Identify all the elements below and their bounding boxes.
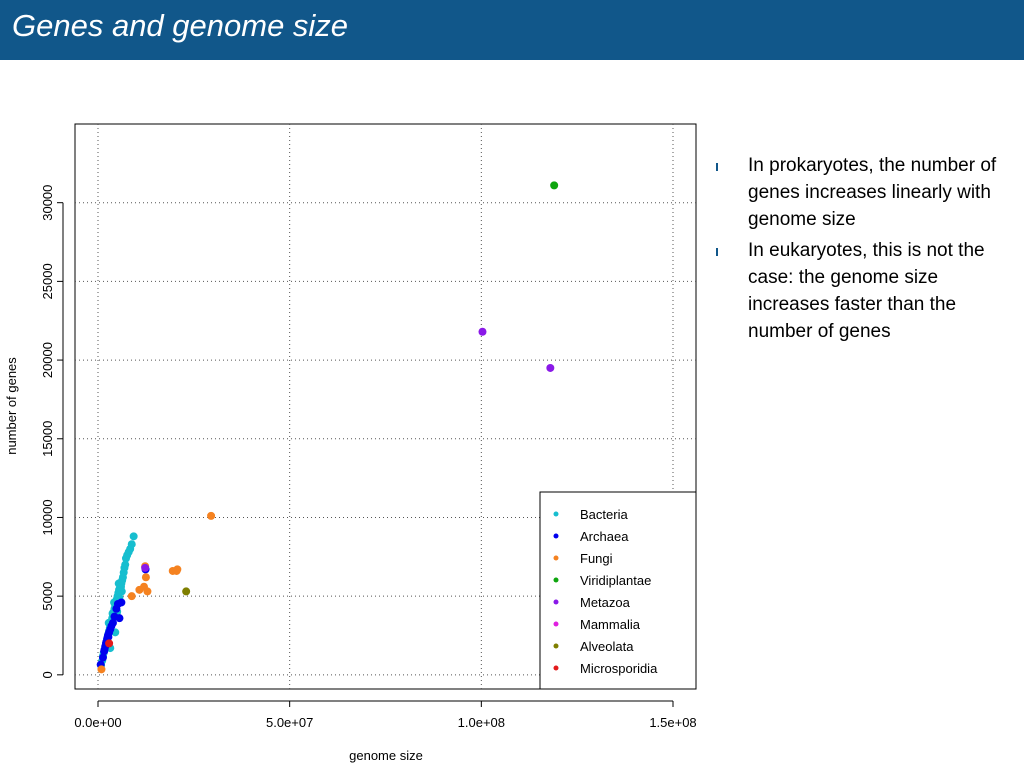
data-point <box>172 566 181 575</box>
legend-marker <box>553 643 559 649</box>
x-axis-label: genome size <box>349 748 423 763</box>
y-axis-label: number of genes <box>4 357 19 455</box>
data-point <box>100 645 109 654</box>
data-point <box>141 573 150 582</box>
legend-entry: Viridiplantae <box>580 573 651 588</box>
x-tick-label: 5.0e+07 <box>266 715 313 730</box>
data-point <box>98 653 107 662</box>
legend-marker <box>553 511 559 517</box>
y-tick-label: 20000 <box>40 342 55 378</box>
x-tick-label: 0.0e+00 <box>74 715 121 730</box>
y-tick-label: 15000 <box>40 421 55 457</box>
y-tick-label: 5000 <box>40 582 55 611</box>
bullet-item: In eukaryotes, this is not the case: the… <box>716 237 1006 345</box>
slide-header: Genes and genome size <box>0 0 1024 60</box>
x-axis: 0.0e+00 5.0e+07 1.0e+08 1.5e+08 <box>74 700 697 730</box>
bullet-list: In prokaryotes, the number of genes incr… <box>716 152 1006 349</box>
y-tick-label: 0 <box>40 671 55 678</box>
legend: Bacteria Archaea Fungi Viridiplantae Metazoa… <box>539 491 697 690</box>
slide-title: Genes and genome size <box>12 8 349 43</box>
legend-marker <box>553 533 559 539</box>
legend-marker <box>553 665 559 671</box>
data-point <box>182 587 191 596</box>
data-point <box>546 363 555 372</box>
x-tick-label: 1.0e+08 <box>458 715 505 730</box>
bullet-text: In eukaryotes, this is not the case: the… <box>748 240 985 342</box>
data-point <box>141 563 150 572</box>
data-point <box>115 614 124 623</box>
data-point <box>105 639 114 648</box>
data-point <box>97 665 106 674</box>
data-points <box>96 181 559 674</box>
scatter-chart: 0.0e+00 5.0e+07 1.0e+08 1.5e+08 0 5000 10000 1… <box>4 123 697 763</box>
legend-marker <box>553 577 559 583</box>
bullet-text: In prokaryotes, the number of genes incr… <box>748 155 997 230</box>
data-point <box>121 560 130 569</box>
y-tick-label: 10000 <box>40 499 55 535</box>
legend-entry: Archaea <box>580 529 629 544</box>
data-point <box>114 579 123 588</box>
data-point <box>108 618 117 627</box>
data-point <box>127 592 136 601</box>
plot-frame <box>74 123 697 690</box>
y-axis: 0 5000 10000 15000 20000 25000 30000 <box>40 185 64 678</box>
legend-marker <box>553 599 559 605</box>
bullet-item: In prokaryotes, the number of genes incr… <box>716 152 1006 233</box>
data-point <box>207 511 216 520</box>
legend-entry: Fungi <box>580 551 613 566</box>
legend-box <box>539 491 697 690</box>
legend-entry: Alveolata <box>580 639 634 654</box>
legend-marker <box>553 555 559 561</box>
y-tick-label: 30000 <box>40 185 55 221</box>
legend-marker <box>553 621 559 627</box>
data-point <box>129 532 138 541</box>
data-point <box>127 540 136 549</box>
data-point <box>550 181 559 190</box>
bullet-marker-icon <box>716 163 718 171</box>
data-point <box>104 633 113 642</box>
x-tick-label: 1.5e+08 <box>649 715 696 730</box>
legend-entry: Microsporidia <box>580 661 658 676</box>
bullet-marker-icon <box>716 248 718 256</box>
y-tick-label: 25000 <box>40 263 55 299</box>
legend-entry: Mammalia <box>580 617 641 632</box>
data-point <box>478 327 487 336</box>
legend-entry: Bacteria <box>580 507 628 522</box>
legend-entry: Metazoa <box>580 595 631 610</box>
data-point <box>143 587 152 596</box>
data-point <box>117 598 126 607</box>
